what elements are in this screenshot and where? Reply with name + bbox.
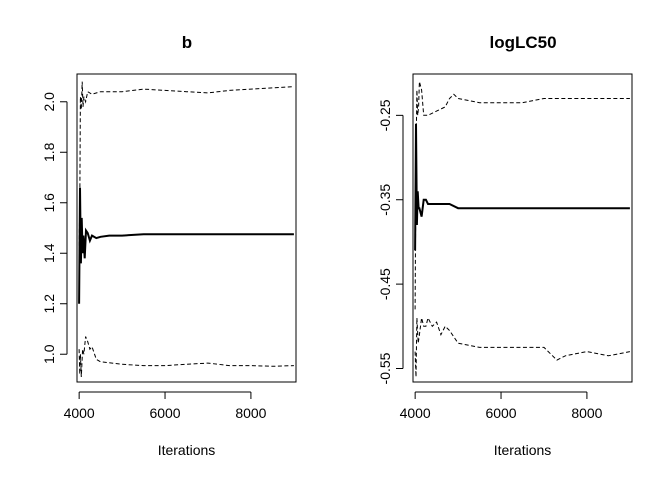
y-tick-label: -0.35 (377, 184, 393, 216)
y-tick-label: 1.8 (41, 142, 57, 162)
panel-title: b (182, 33, 192, 52)
upper-quantile-line (414, 81, 630, 310)
y-tick-label: -0.55 (377, 352, 393, 384)
series-group (414, 81, 630, 377)
y-tick-label: -0.25 (377, 99, 393, 131)
y-tick-label: 1.2 (41, 294, 57, 314)
panel-loglc50: logLC50 4000 6000 8000 -0.55 -0.45 -0.35 -0.25… (377, 33, 633, 458)
tick-group: 4000 6000 8000 1.0 1.2 1.4 1.6 1.8 2.0 (41, 92, 267, 421)
tick-group: 4000 6000 8000 -0.55 -0.45 -0.35 -0.25 (377, 99, 603, 421)
y-tick-label: 1.4 (41, 243, 57, 263)
y-tick-label: 2.0 (41, 92, 57, 112)
median-trace-line (78, 187, 294, 304)
plot-frame (412, 73, 633, 383)
lower-quantile-line (414, 316, 630, 377)
y-tick-label: 1.0 (41, 344, 57, 364)
x-tick-label: 8000 (235, 405, 266, 421)
x-tick-label: 8000 (571, 405, 602, 421)
x-tick-label: 6000 (485, 405, 516, 421)
x-tick-label: 4000 (64, 405, 95, 421)
lower-quantile-line (78, 336, 294, 378)
plot-frame (76, 73, 297, 383)
y-tick-label: 1.6 (41, 193, 57, 213)
x-axis-label: Iterations (158, 442, 216, 458)
x-tick-label: 6000 (149, 405, 180, 421)
panel-b: b 4000 6000 8000 1.0 1.2 1.4 1.6 1.8 2.0 Iterati… (41, 33, 297, 458)
y-tick-label: -0.45 (377, 268, 393, 300)
x-tick-label: 4000 (400, 405, 431, 421)
upper-quantile-line (78, 81, 294, 246)
series-group (78, 81, 294, 378)
median-trace-line (414, 123, 630, 251)
panel-title: logLC50 (489, 33, 556, 52)
x-axis-label: Iterations (494, 442, 552, 458)
